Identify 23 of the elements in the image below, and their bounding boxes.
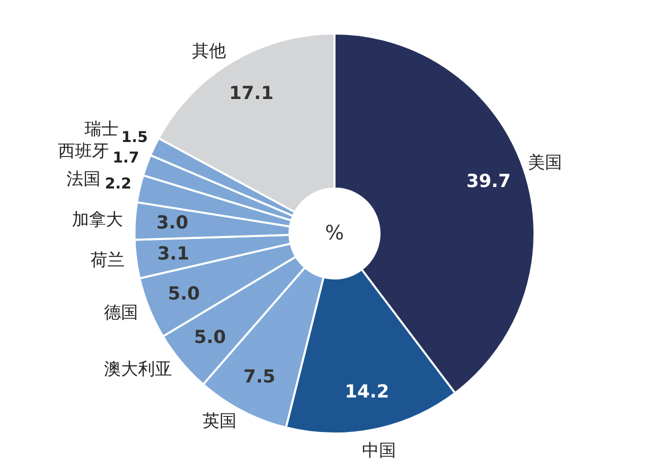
data-label: 3.1 [157,243,190,264]
text: % [324,220,344,244]
data-label: 5.0 [168,283,200,304]
data-label: 17.1 [229,82,274,104]
data-label: 1.5 [121,128,148,146]
data-label: 7.5 [243,366,276,388]
slice-label: 西班牙 [58,141,109,162]
slice-label: 澳大利亚 [104,360,172,380]
slice-label: 瑞士 [84,119,118,140]
data-label: 14.2 [344,382,390,403]
slice-label: 法国 [66,170,101,190]
slice-label: 美国 [528,152,562,173]
data-label: 5.0 [194,326,226,348]
data-label: 39.7 [466,170,511,192]
data-label: 3.0 [156,212,188,234]
slice-label: 荷兰 [90,250,124,271]
slice-label: 德国 [104,302,138,323]
slice-label: 其他 [192,41,226,62]
data-label: 1.7 [112,148,140,167]
data-label: 2.2 [104,174,132,193]
slice-label: 英国 [202,411,236,432]
slice-label: 加拿大 [72,210,123,230]
slice-label: 中国 [362,441,396,462]
